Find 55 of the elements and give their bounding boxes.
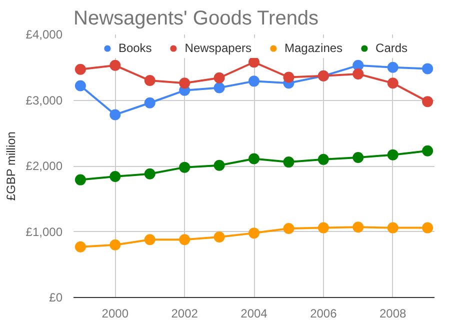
point bbox=[110, 60, 121, 71]
y-tick-label: £0 bbox=[49, 290, 63, 304]
point bbox=[144, 97, 156, 108]
point bbox=[352, 68, 364, 80]
legend-label: Cards bbox=[376, 41, 408, 55]
y-tick-label: £1,000 bbox=[26, 224, 63, 239]
point bbox=[318, 154, 329, 165]
chart-title: Newsagents' Goods Trends bbox=[74, 8, 319, 30]
point bbox=[387, 78, 398, 89]
y-tick-label: £2,000 bbox=[26, 159, 63, 173]
point bbox=[110, 239, 121, 250]
point bbox=[248, 76, 260, 87]
x-tick-label: 2008 bbox=[380, 306, 407, 320]
point bbox=[283, 72, 294, 83]
y-tick-label: £3,000 bbox=[26, 93, 63, 108]
point bbox=[110, 171, 121, 182]
point bbox=[179, 78, 190, 89]
point bbox=[422, 96, 434, 108]
point bbox=[422, 63, 434, 74]
legend-label: Magazines bbox=[284, 41, 343, 55]
point bbox=[214, 160, 225, 171]
point bbox=[179, 234, 190, 246]
point bbox=[248, 153, 260, 164]
legend-label: Newspapers bbox=[184, 41, 252, 55]
point bbox=[110, 109, 121, 120]
point bbox=[179, 162, 190, 173]
point bbox=[144, 234, 156, 246]
point bbox=[248, 228, 260, 239]
point bbox=[387, 149, 398, 160]
point bbox=[422, 145, 434, 156]
x-tick-label: 2000 bbox=[102, 306, 129, 320]
point bbox=[352, 222, 364, 233]
y-tick-label: £4,000 bbox=[26, 28, 63, 42]
point bbox=[214, 232, 225, 242]
point bbox=[214, 72, 225, 84]
point bbox=[144, 75, 156, 86]
x-tick-label: 2006 bbox=[310, 306, 338, 320]
x-tick-label: 2002 bbox=[171, 306, 198, 320]
point bbox=[74, 174, 86, 186]
point bbox=[352, 152, 364, 163]
x-tick-label: 2004 bbox=[240, 306, 268, 320]
point bbox=[387, 62, 398, 73]
point bbox=[422, 222, 434, 234]
point bbox=[283, 156, 294, 168]
point bbox=[74, 80, 86, 92]
point bbox=[144, 168, 156, 180]
legend-label: Books bbox=[118, 41, 152, 55]
point bbox=[283, 222, 294, 234]
point bbox=[74, 64, 86, 75]
point bbox=[74, 241, 86, 252]
point bbox=[248, 56, 260, 68]
y-axis-title: £GBP million bbox=[4, 132, 18, 201]
point bbox=[387, 222, 398, 234]
point bbox=[214, 82, 225, 94]
point bbox=[318, 222, 329, 234]
